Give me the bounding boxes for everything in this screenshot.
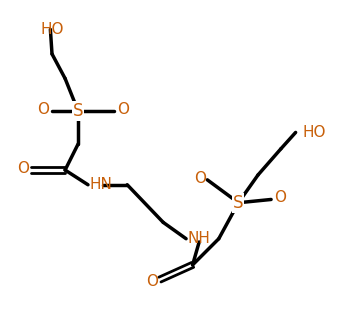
Text: HO: HO [302,125,326,140]
Text: NH: NH [188,231,211,246]
Text: O: O [274,190,286,205]
Text: O: O [146,274,158,289]
Text: O: O [194,171,206,186]
Text: S: S [233,194,244,212]
Text: S: S [73,102,83,120]
Text: O: O [117,102,129,117]
Text: O: O [17,161,29,176]
Text: O: O [37,102,49,117]
Text: HO: HO [40,22,64,37]
Text: HN: HN [90,177,112,192]
